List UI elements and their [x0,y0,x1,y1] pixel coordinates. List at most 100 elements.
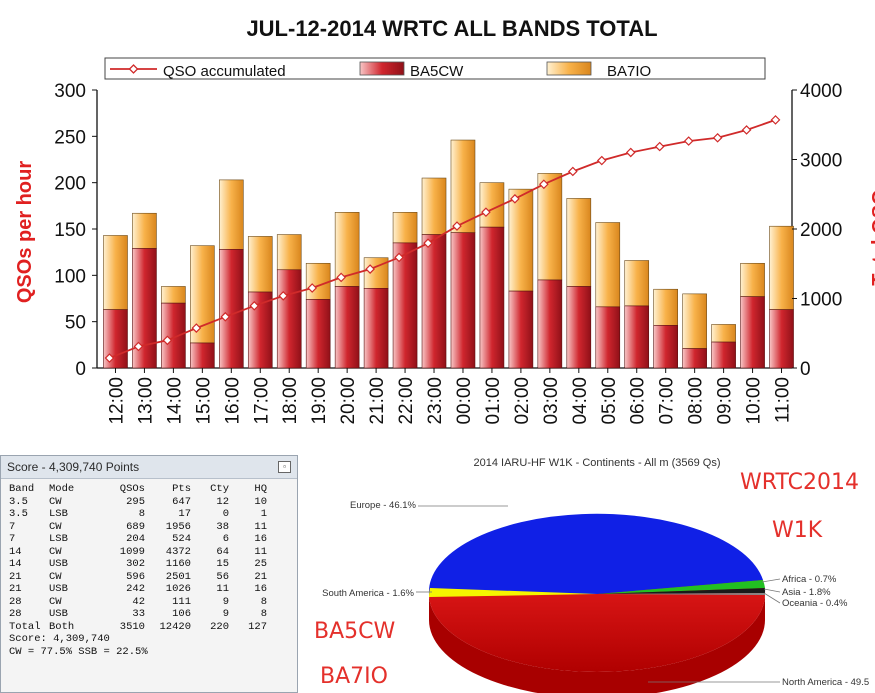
bar-ba7io [103,235,128,310]
table-cell: 7 [9,520,16,533]
qso-accumulated-point [452,221,462,231]
mode-ratio-line: CW = 77.5% SSB = 22.5% [9,646,148,658]
table-cell: 16 [254,583,267,596]
y-axis-left: 0 50 100 150 200 250 300 [54,81,97,380]
bar-group [103,139,794,369]
pie-slice-africa [597,580,765,594]
bar-ba7io [305,262,331,300]
x-tick-label: 22:00 [396,377,417,425]
table-row: 3.5 LSB 8 17 0 1 [9,508,267,521]
qso-accumulated-point [510,193,520,204]
table-cell: 295 [126,495,145,508]
table-cell: 56 [216,570,229,583]
x-tick-label: 05:00 [599,377,620,425]
w1k-label: W1K [772,518,823,543]
table-cell: 689 [126,520,145,533]
bar-ba5cw [566,286,592,369]
qso-accumulated-point [133,341,144,352]
x-tick-label: 04:00 [570,377,591,425]
y-left-tick-label: 50 [65,313,86,334]
y-axis-label: QSOs per hour [14,161,36,303]
table-cell: 15 [216,558,229,571]
table-cell: 8 [260,595,267,608]
qso-accumulated-point [683,136,694,146]
bar-ba7io [421,177,447,235]
y-left-tick-label: 300 [54,81,86,102]
bar-ba7io [392,212,418,244]
table-cell: 596 [126,570,145,583]
bar-ba5cw [537,279,563,369]
x-tick-label: 14:00 [164,377,185,425]
window-restore-icon[interactable]: ▫ [278,461,291,473]
table-cell: 1099 [119,545,145,558]
table-cell: 17 [178,508,191,521]
pie-label-europe: Europe - 46.1% [350,500,417,511]
score-window-title: Score - 4,309,740 Points ▫ [1,456,297,479]
qso-accumulated-point [539,179,549,190]
table-cell: 42 [132,595,145,608]
qso-accumulated-point [278,291,289,301]
bar-ba7io [450,139,476,234]
bar-ba7io [711,324,736,343]
x-tick-label: 01:00 [483,377,504,425]
bar-ba5cw [363,288,389,369]
qso-accumulated-point [423,238,433,249]
table-row: 3.5 CW 295 647 12 10 [9,496,267,509]
bar-ba7io [624,260,650,307]
bar-ba5cw [421,234,447,369]
table-cell: 16 [254,533,267,546]
table-cell: 1 [260,508,267,521]
qso-accumulated-point [307,283,318,293]
y-axis-right: 0 1000 2000 3000 4000 [792,81,842,380]
table-row: 14 CW 1099 4372 64 11 [9,546,267,559]
y-left-tick-label: 150 [54,220,86,241]
x-tick-label: 07:00 [657,377,678,425]
table-cell: CW [49,520,62,533]
bar-ba7io [653,288,678,326]
table-cell: 3.5 [9,495,28,508]
ba7io-label: BA7IO [320,664,388,689]
x-tick-label: 03:00 [541,377,562,425]
bar-ba7io [740,262,765,297]
pie-slice-europe [428,513,763,594]
score-window[interactable]: Score - 4,309,740 Points ▫ Band Mode QSO… [0,455,298,693]
table-row: 28 CW 42 111 9 8 [9,596,267,609]
column-header-cty: Cty [210,483,229,496]
bar-ba5cw [624,305,650,369]
table-cell: 127 [248,620,267,633]
table-cell: USB [49,558,68,571]
legend-entry-qso-accumulated: QSO accumulated [163,63,286,80]
x-tick-label: 10:00 [744,377,765,425]
ba5cw-label: BA5CW [314,619,396,644]
score-window-title-text: Score - 4,309,740 Points [7,460,140,474]
column-header-band: Band [9,483,35,496]
column-header-qsos: QSOs [119,483,145,496]
qso-accumulated-point [741,125,752,135]
bar-ba7io [132,212,157,249]
table-cell: 38 [216,520,229,533]
x-tick-label: 06:00 [628,377,649,425]
bar-ba7io [247,236,273,293]
bar-ba5cw [132,248,157,369]
legend: QSO accumulated BA5CW BA7IO [104,57,766,80]
table-cell: 220 [210,620,229,633]
x-tick-label: 21:00 [367,377,388,425]
bar-ba5cw [334,286,360,369]
table-cell: CW [49,545,62,558]
x-tick-label: 02:00 [512,377,533,425]
qso-accumulated-point [481,207,491,218]
pie-label-south-america: South America - 1.6% [322,588,414,599]
bar-ba5cw [653,325,678,369]
table-cell: Both [49,620,75,633]
bar-ba5cw [190,342,215,369]
table-cell: 12420 [159,620,191,633]
qso-accumulated-point [336,272,346,283]
x-axis: 12:00 13:00 14:00 15:00 16:00 17:00 18:00 19:00… [106,368,794,425]
pie-slice-asia [597,588,766,594]
table-cell: LSB [49,533,68,546]
bar-ba7io [219,179,244,250]
chart-title: JUL-12-2014 WRTC ALL BANDS TOTAL [246,16,657,41]
table-cell: 21 [9,583,22,596]
x-tick-label: 09:00 [715,377,736,425]
